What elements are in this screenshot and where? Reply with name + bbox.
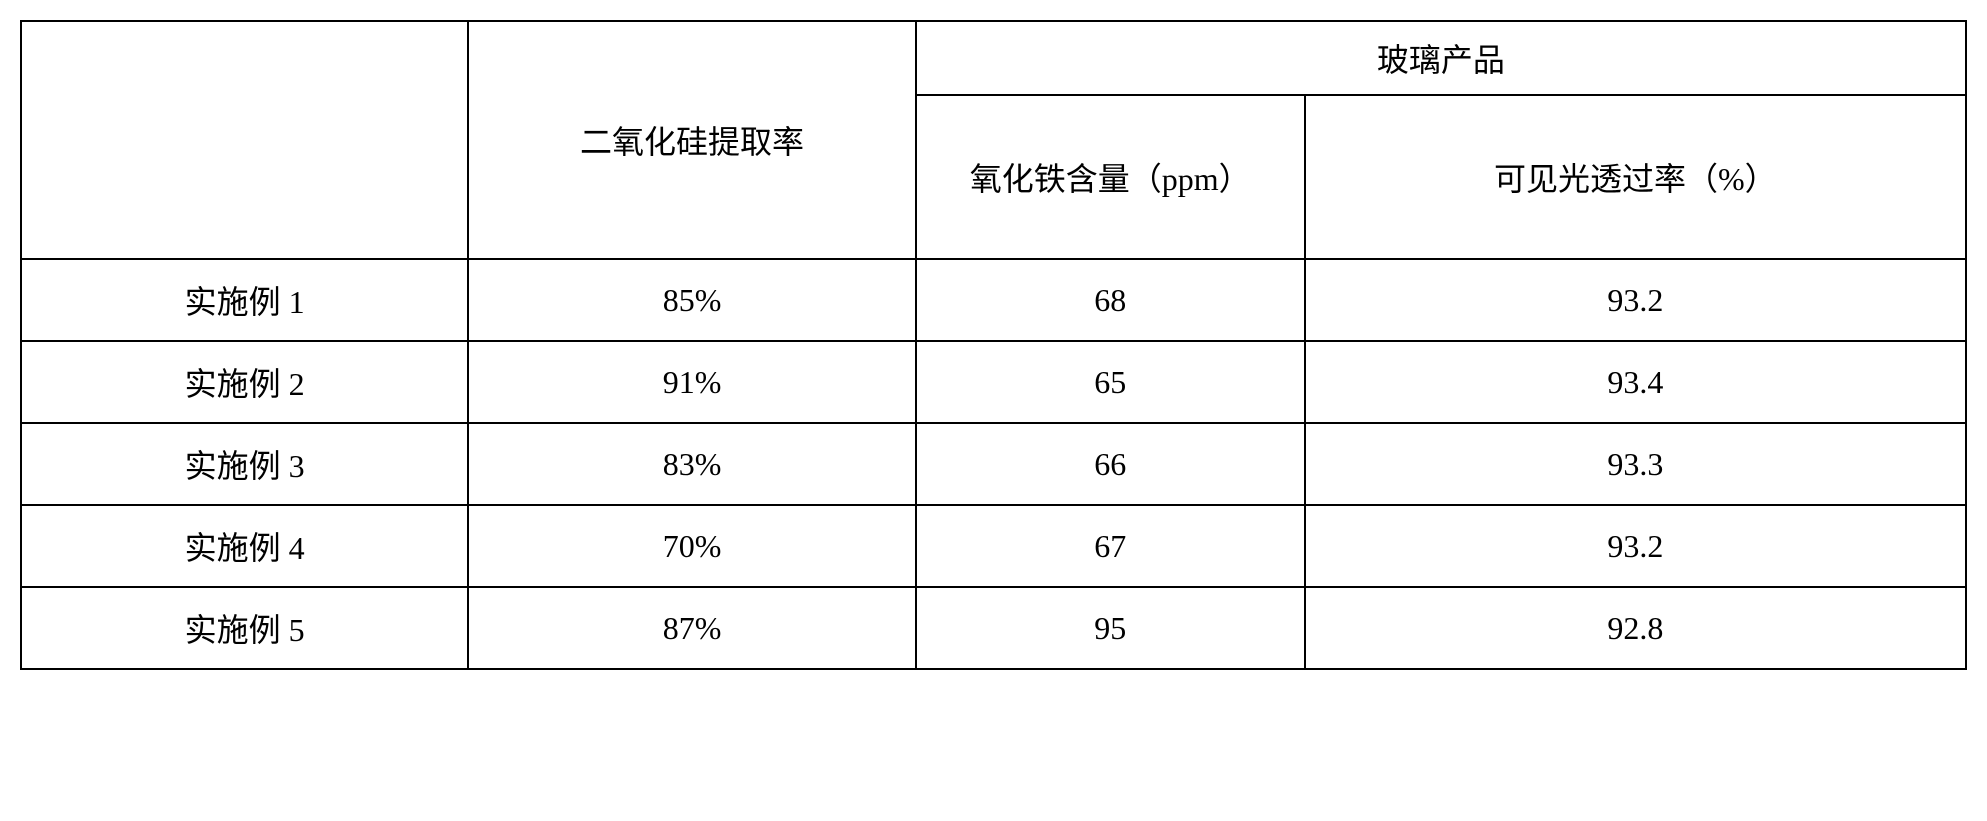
cell-iron: 95 xyxy=(916,587,1305,669)
cell-transmittance: 93.2 xyxy=(1305,505,1966,587)
col-extraction-header: 二氧化硅提取率 xyxy=(468,21,915,259)
cell-iron: 67 xyxy=(916,505,1305,587)
cell-extraction: 91% xyxy=(468,341,915,423)
col-group-header: 玻璃产品 xyxy=(916,21,1966,95)
row-label: 实施例 1 xyxy=(21,259,468,341)
data-table: 二氧化硅提取率 玻璃产品 氧化铁含量（ppm） 可见光透过率（%） 实施例 1 … xyxy=(20,20,1967,670)
row-label: 实施例 2 xyxy=(21,341,468,423)
cell-extraction: 87% xyxy=(468,587,915,669)
table-row: 实施例 5 87% 95 92.8 xyxy=(21,587,1966,669)
col-transmittance-header: 可见光透过率（%） xyxy=(1305,95,1966,259)
cell-iron: 68 xyxy=(916,259,1305,341)
cell-transmittance: 93.2 xyxy=(1305,259,1966,341)
row-label: 实施例 3 xyxy=(21,423,468,505)
table-row: 实施例 2 91% 65 93.4 xyxy=(21,341,1966,423)
cell-transmittance: 93.4 xyxy=(1305,341,1966,423)
header-row-1: 二氧化硅提取率 玻璃产品 xyxy=(21,21,1966,95)
table-row: 实施例 1 85% 68 93.2 xyxy=(21,259,1966,341)
row-label-header xyxy=(21,21,468,259)
cell-transmittance: 92.8 xyxy=(1305,587,1966,669)
row-label: 实施例 5 xyxy=(21,587,468,669)
cell-iron: 66 xyxy=(916,423,1305,505)
cell-transmittance: 93.3 xyxy=(1305,423,1966,505)
table-row: 实施例 3 83% 66 93.3 xyxy=(21,423,1966,505)
row-label: 实施例 4 xyxy=(21,505,468,587)
cell-iron: 65 xyxy=(916,341,1305,423)
cell-extraction: 83% xyxy=(468,423,915,505)
cell-extraction: 85% xyxy=(468,259,915,341)
table-row: 实施例 4 70% 67 93.2 xyxy=(21,505,1966,587)
col-iron-header: 氧化铁含量（ppm） xyxy=(916,95,1305,259)
cell-extraction: 70% xyxy=(468,505,915,587)
